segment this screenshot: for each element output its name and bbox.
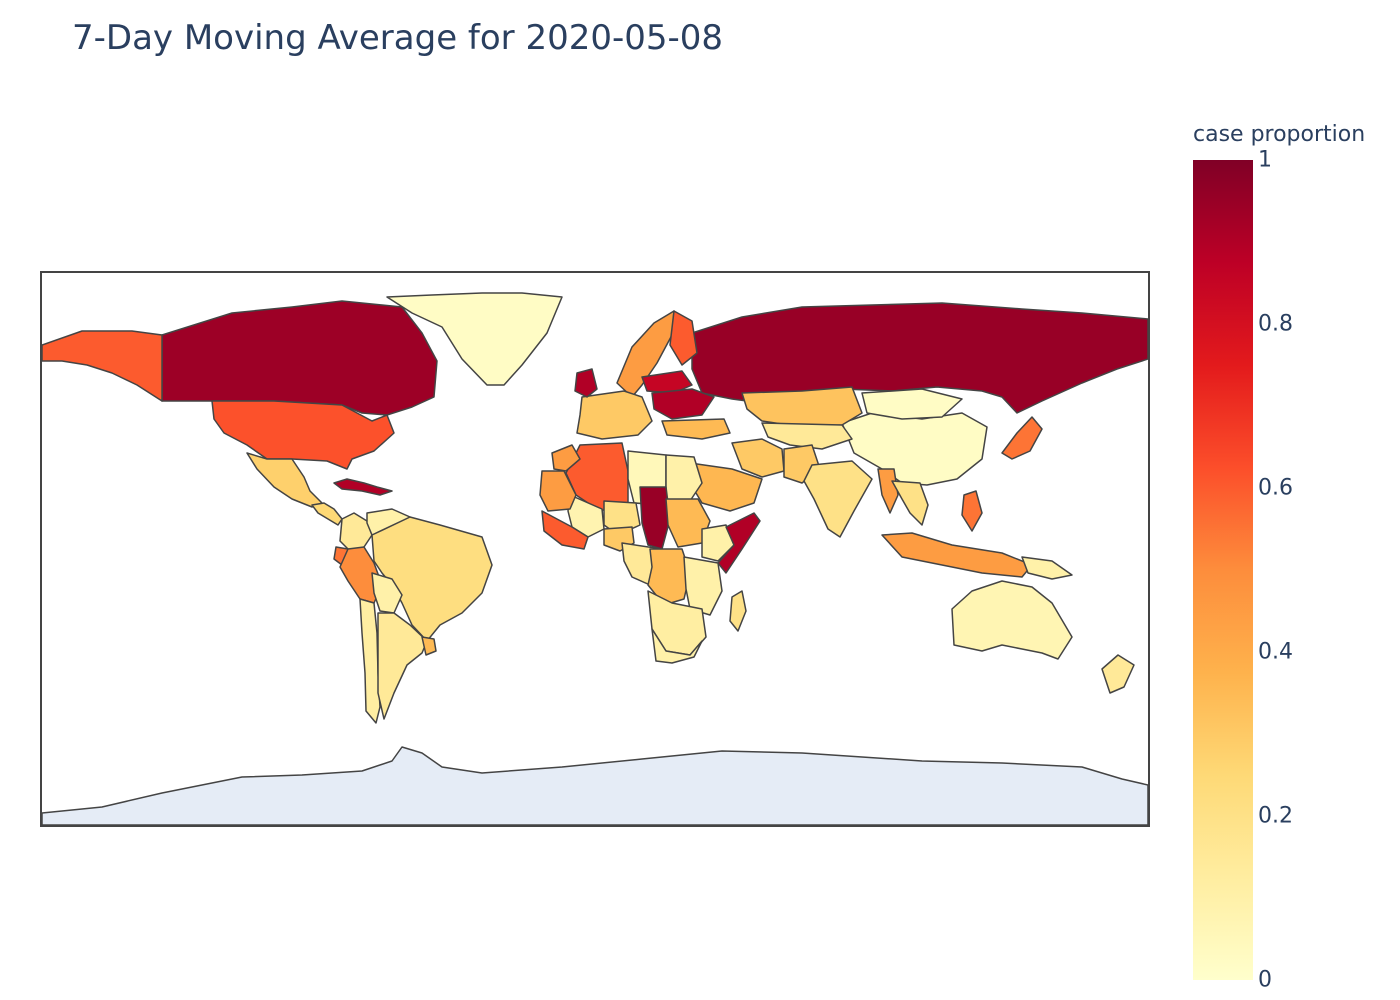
colorbar-gradient bbox=[1193, 160, 1253, 980]
region-central-asia[interactable] bbox=[761, 422, 853, 450]
region-southeast-asia[interactable] bbox=[891, 480, 929, 526]
region-finland[interactable] bbox=[669, 310, 698, 366]
colorbar-title: case proportion bbox=[1193, 122, 1366, 147]
region-chile[interactable] bbox=[359, 598, 381, 724]
chart-title: 7-Day Moving Average for 2020-05-08 bbox=[72, 18, 724, 58]
region-united-states[interactable] bbox=[211, 400, 395, 470]
region-kazakhstan[interactable] bbox=[741, 386, 863, 428]
region-somalia[interactable] bbox=[717, 512, 761, 574]
region-central-america[interactable] bbox=[311, 502, 343, 526]
region-myanmar[interactable] bbox=[877, 468, 899, 514]
region-greenland[interactable] bbox=[386, 292, 563, 386]
region-indonesia[interactable] bbox=[881, 532, 1033, 578]
region-turkey[interactable] bbox=[661, 418, 731, 440]
world-map[interactable] bbox=[40, 271, 1150, 827]
region-mongolia[interactable] bbox=[861, 388, 963, 420]
colorbar-tick-label: 0.2 bbox=[1258, 803, 1293, 829]
region-ukraine[interactable] bbox=[651, 388, 715, 420]
region-morocco[interactable] bbox=[551, 444, 581, 472]
colorbar-tick-label: 0 bbox=[1258, 967, 1272, 993]
colorbar-tick-label: 0.8 bbox=[1258, 311, 1293, 337]
region-mexico[interactable] bbox=[246, 452, 323, 508]
region-east-africa[interactable] bbox=[683, 556, 723, 616]
region-australia[interactable] bbox=[951, 580, 1073, 660]
region-canada[interactable] bbox=[161, 300, 438, 416]
region-colombia[interactable] bbox=[339, 512, 373, 552]
region-western-europe[interactable] bbox=[576, 390, 653, 440]
colorbar bbox=[1193, 160, 1253, 980]
region-south-africa[interactable] bbox=[651, 628, 703, 664]
region-japan[interactable] bbox=[1001, 416, 1043, 460]
region-dr-congo[interactable] bbox=[647, 548, 691, 606]
region-argentina[interactable] bbox=[377, 612, 428, 720]
region-alaska[interactable] bbox=[42, 330, 163, 402]
colorbar-tick-label: 0.6 bbox=[1258, 475, 1293, 501]
region-india[interactable] bbox=[803, 460, 873, 538]
region-uruguay[interactable] bbox=[421, 636, 437, 656]
region-madagascar[interactable] bbox=[729, 590, 747, 632]
region-new-zealand[interactable] bbox=[1101, 654, 1135, 694]
region-belarus[interactable] bbox=[641, 370, 693, 394]
region-mauritania[interactable] bbox=[539, 470, 577, 512]
colorbar-tick-label: 1 bbox=[1258, 147, 1272, 173]
region-antarctica[interactable] bbox=[42, 746, 1148, 825]
region-united-kingdom[interactable] bbox=[574, 368, 598, 398]
region-chad[interactable] bbox=[639, 486, 671, 550]
region-cuba[interactable] bbox=[333, 478, 393, 496]
colorbar-tick-label: 0.4 bbox=[1258, 639, 1293, 665]
map-canvas bbox=[42, 292, 1148, 825]
region-papua-new-guinea[interactable] bbox=[1021, 556, 1073, 580]
region-west-africa-coast[interactable] bbox=[541, 510, 589, 550]
region-philippines[interactable] bbox=[961, 490, 983, 532]
